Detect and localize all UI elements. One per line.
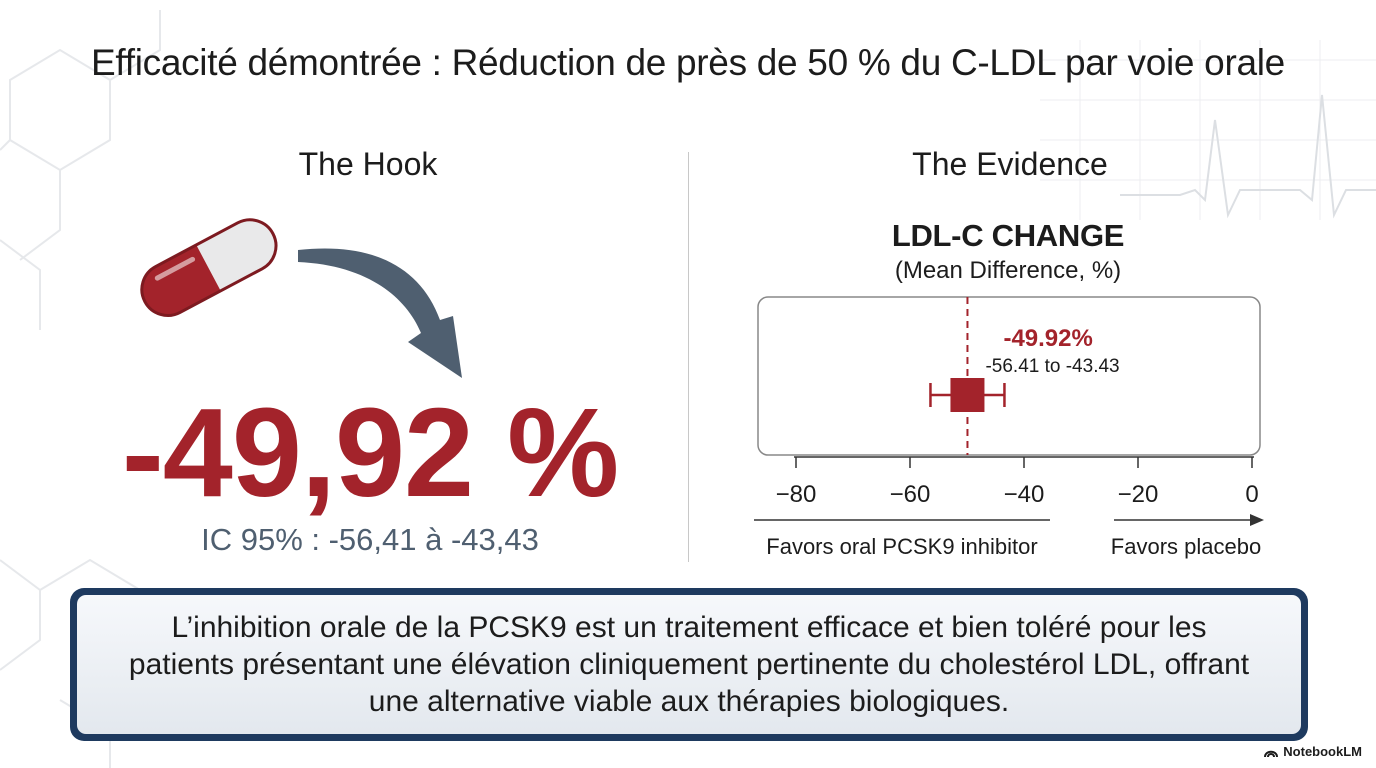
favors-left-label: Favors oral PCSK9 inhibitor xyxy=(766,534,1037,559)
x-tick-label: −20 xyxy=(1118,481,1159,508)
x-tick-label: −60 xyxy=(890,481,931,508)
favors-right-arrowhead xyxy=(1250,514,1264,526)
hook-heading: The Hook xyxy=(298,146,438,182)
pill-icon xyxy=(140,218,278,317)
chart-subtitle: (Mean Difference, %) xyxy=(894,257,1122,284)
section-divider xyxy=(688,152,689,562)
notebooklm-icon xyxy=(1264,750,1279,757)
plot-frame xyxy=(757,296,1261,456)
chart-title: LDL-C CHANGE xyxy=(891,218,1125,253)
ci-label: -56.41 to -43.43 xyxy=(985,356,1119,377)
page-title: Efficacité démontrée : Réduction de près… xyxy=(91,42,1285,83)
curved-arrow-icon xyxy=(298,248,462,378)
estimate-marker xyxy=(950,378,985,412)
conclusion-text: L’inhibition orale de la PCSK9 est un tr… xyxy=(77,595,1301,734)
brand-label: NotebookLM xyxy=(1283,744,1362,759)
x-tick-label: −40 xyxy=(1004,481,1045,508)
headline-value: -49,92 % xyxy=(121,382,619,523)
evidence-heading: The Evidence xyxy=(912,146,1108,182)
confidence-interval-text: IC 95% : -56,41 à -43,43 xyxy=(201,522,539,557)
estimate-label: -49.92% xyxy=(1003,325,1092,352)
x-tick-label: −80 xyxy=(776,481,817,508)
forest-plot: -49.92% -56.41 to -43.43 −80 −60 −40 −20 0 Favo… xyxy=(754,296,1264,559)
brand-logo: NotebookLM xyxy=(1264,744,1362,759)
favors-right-label: Favors placebo xyxy=(1111,534,1261,559)
conclusion-box: L’inhibition orale de la PCSK9 est un tr… xyxy=(70,588,1308,741)
x-tick-label: 0 xyxy=(1245,481,1258,508)
